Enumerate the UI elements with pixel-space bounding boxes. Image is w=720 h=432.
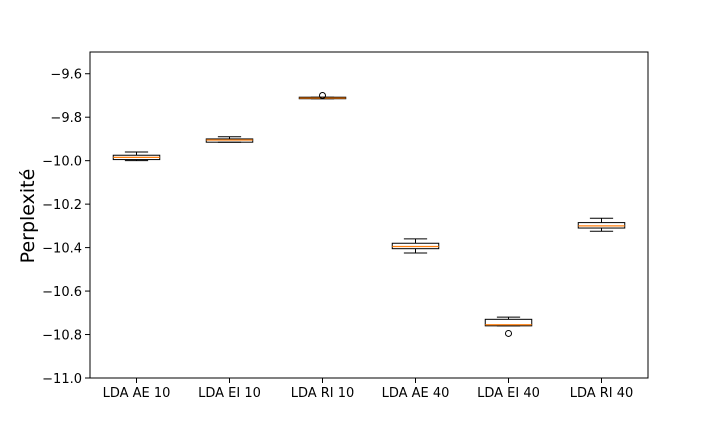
box-1: [205, 136, 254, 143]
iqr-box: [484, 318, 533, 327]
x-tick-label: LDA AE 40: [382, 386, 450, 401]
plot-frame: [89, 51, 649, 379]
outlier-point: [505, 329, 512, 337]
box-0: [112, 151, 161, 162]
y-tick-label: −11.0: [42, 372, 82, 387]
y-axis-title: Perplexité: [17, 169, 39, 264]
x-tick-label: LDA EI 40: [477, 386, 540, 401]
y-tick-label: −9.6: [50, 68, 82, 83]
box-5: [577, 217, 626, 232]
y-axis: −11.0 −10.8 −10.6 −10.4 −10.2 −10.0 −9.8 −9.6: [42, 68, 90, 387]
y-tick-label: −10.4: [42, 242, 82, 257]
box-2: [298, 91, 347, 100]
y-tick-label: −10.0: [42, 155, 82, 170]
y-tick-label: −10.2: [42, 198, 82, 213]
x-tick-label: LDA EI 10: [198, 386, 261, 401]
box-4: [484, 316, 533, 337]
y-tick-label: −10.6: [42, 285, 82, 300]
x-tick-label: LDA RI 40: [570, 386, 634, 401]
y-tick-label: −9.8: [50, 111, 82, 126]
outlier-point: [319, 91, 326, 99]
x-tick-label: LDA RI 10: [291, 386, 355, 401]
x-tick-label: LDA AE 10: [103, 386, 171, 401]
plot-area: [90, 52, 648, 378]
y-tick-label: −10.8: [42, 329, 82, 344]
x-axis: LDA AE 10 LDA EI 10 LDA RI 10 LDA AE 40 LDA …: [103, 378, 634, 401]
box-marks: [112, 91, 626, 337]
box-3: [391, 238, 440, 254]
